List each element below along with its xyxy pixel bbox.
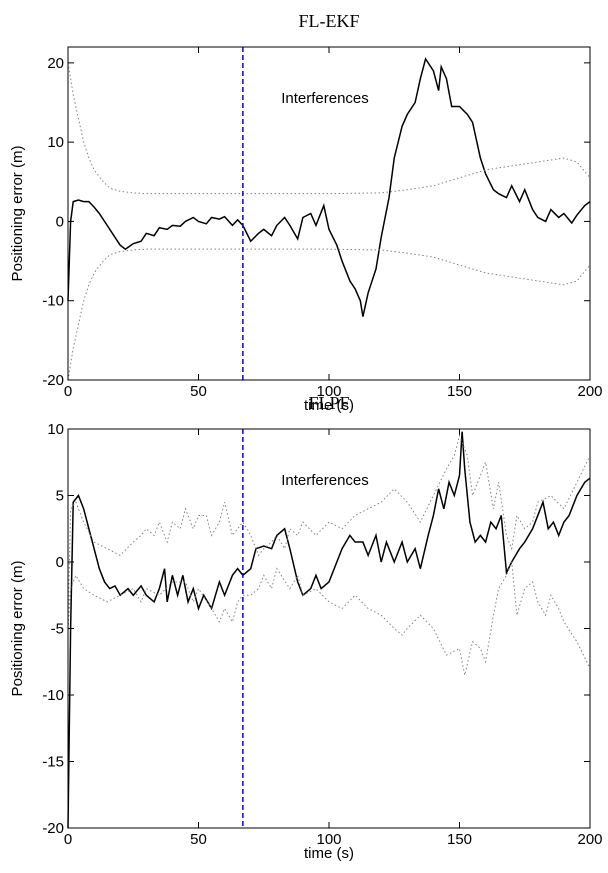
y-tick-label: 0 [56,213,64,230]
chart-title: FL-EKF [298,11,359,31]
y-tick-label: 10 [47,421,64,438]
x-tick-label: 100 [316,831,341,848]
y-tick-label: -20 [42,372,64,389]
data-line [67,248,591,381]
x-tick-label: 200 [577,831,602,848]
y-tick-label: 5 [56,488,64,505]
x-axis-label: time (s) [304,397,354,414]
y-axis-label: Positioning error (m) [9,561,26,697]
data-line [67,57,591,317]
data-line [67,561,591,676]
y-tick-label: 20 [47,55,64,72]
x-tick-label: 100 [316,383,341,400]
x-tick-label: 0 [64,831,72,848]
y-tick-label: -15 [42,754,64,771]
x-tick-label: 0 [64,383,72,400]
data-line [67,431,591,829]
y-axis-label: Positioning error (m) [9,146,26,282]
chart-title: FLPF [308,393,349,413]
plot-frame [67,46,591,381]
x-tick-label: 50 [190,383,207,400]
y-tick-label: -5 [51,621,64,638]
plot-frame [67,428,591,829]
y-tick-label: -10 [42,687,64,704]
annotation: Interferences [281,90,369,107]
x-tick-label: 50 [190,831,207,848]
x-axis-label: time (s) [304,845,354,862]
y-tick-label: -20 [42,820,64,837]
y-tick-label: 10 [47,134,64,151]
x-tick-label: 150 [447,383,472,400]
data-line [67,62,591,195]
x-tick-label: 150 [447,831,472,848]
y-tick-label: 0 [56,554,64,571]
y-tick-label: -10 [42,293,64,310]
annotation: Interferences [281,472,369,489]
x-tick-label: 200 [577,383,602,400]
data-line [67,434,591,629]
